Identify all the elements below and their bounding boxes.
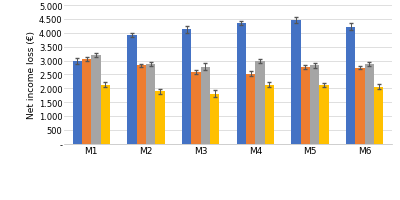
Bar bbox=[182, 30, 191, 144]
Bar bbox=[201, 67, 210, 144]
Bar bbox=[365, 65, 374, 144]
Bar bbox=[101, 85, 110, 144]
Bar bbox=[91, 56, 101, 144]
Bar bbox=[374, 87, 383, 144]
Bar bbox=[210, 94, 219, 144]
Y-axis label: Net income loss (€): Net income loss (€) bbox=[27, 31, 36, 119]
Bar bbox=[310, 66, 319, 144]
Bar bbox=[137, 66, 146, 144]
Bar bbox=[346, 28, 355, 144]
Bar bbox=[237, 24, 246, 144]
Bar bbox=[82, 60, 91, 144]
Bar bbox=[292, 21, 301, 144]
Bar bbox=[191, 73, 201, 144]
Bar bbox=[355, 68, 365, 144]
Bar bbox=[246, 74, 255, 144]
Bar bbox=[319, 85, 328, 144]
Bar bbox=[73, 62, 82, 144]
Bar bbox=[265, 85, 274, 144]
Bar bbox=[155, 92, 164, 144]
Bar bbox=[301, 68, 310, 144]
Bar bbox=[255, 62, 265, 144]
Bar bbox=[146, 65, 155, 144]
Bar bbox=[128, 36, 137, 144]
